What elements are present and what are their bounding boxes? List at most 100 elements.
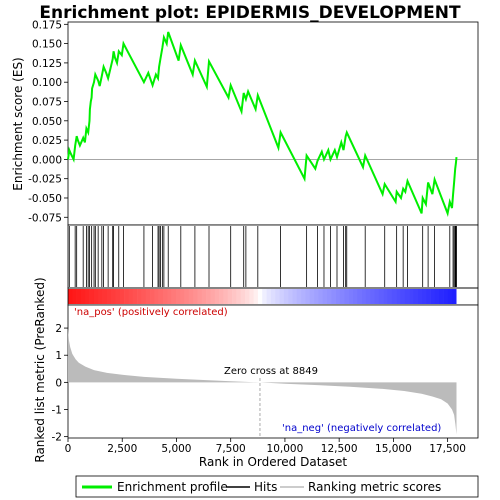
es-y-axis-label: Enrichment score (ES) xyxy=(11,57,25,190)
ranking-color-bar xyxy=(68,289,478,304)
color-bar-segment xyxy=(102,289,108,304)
x-tick-label: 15,000 xyxy=(375,443,412,455)
legend: Enrichment profile Hits Ranking metric s… xyxy=(75,475,479,498)
color-bar-segment xyxy=(141,289,147,304)
hits-panel-frame xyxy=(67,224,479,289)
color-bar-segment xyxy=(76,289,82,304)
es-y-tick-label: 0.150 xyxy=(32,39,62,51)
color-bar-segment xyxy=(214,289,220,304)
color-bar-segment xyxy=(426,289,431,304)
color-bar-segment xyxy=(374,289,380,304)
color-bar-segment xyxy=(370,289,375,304)
color-bar-segment xyxy=(430,289,436,304)
color-bar-segment xyxy=(257,289,263,304)
legend-entry-enrichment: Enrichment profile xyxy=(117,480,228,494)
metric-y-tick-label: -2 xyxy=(52,432,62,444)
color-bar-segment xyxy=(270,289,276,304)
color-bar-segment xyxy=(85,289,90,304)
color-bar-segment xyxy=(197,289,203,304)
color-bar-segment xyxy=(421,289,427,304)
color-bar-segment xyxy=(314,289,319,304)
color-bar-segment xyxy=(348,289,354,304)
color-bar-segment xyxy=(158,289,164,304)
color-bar-segment xyxy=(171,289,177,304)
metric-y-tick-label: -1 xyxy=(52,405,62,417)
chart-title: Enrichment plot: EPIDERMIS_DEVELOPMENT xyxy=(39,3,461,23)
color-bar-segment xyxy=(309,289,315,304)
es-y-tick-label: 0.175 xyxy=(32,19,62,31)
color-bar-segment xyxy=(283,289,289,304)
color-bar-segment xyxy=(396,289,401,304)
es-y-tick-label: 0.050 xyxy=(32,116,62,128)
neg-correlated-label: 'na_neg' (negatively correlated) xyxy=(282,423,441,434)
color-bar-segment xyxy=(68,289,73,304)
color-bar-segment xyxy=(327,289,332,304)
color-bar-segment xyxy=(128,289,134,304)
hit-lines xyxy=(68,226,457,287)
metric-y-tick-label: 0 xyxy=(55,377,62,389)
color-bar-segment xyxy=(219,289,224,304)
color-bar-segment xyxy=(296,289,302,304)
color-bar-segment xyxy=(443,289,449,304)
color-bar-segment xyxy=(106,289,112,304)
color-bar-segment xyxy=(137,289,142,304)
color-bar-segment xyxy=(262,289,267,304)
metric-y-axis-label: Ranked list metric (PreRanked) xyxy=(33,277,47,462)
color-bar-segment xyxy=(227,289,233,304)
x-axis-label: Rank in Ordered Dataset xyxy=(199,455,347,469)
color-bar-segment xyxy=(365,289,371,304)
enrichment-profile-line xyxy=(67,31,458,218)
color-bar-segment xyxy=(387,289,393,304)
color-bar-segment xyxy=(439,289,444,304)
color-bar-segment xyxy=(305,289,311,304)
pos-correlated-label: 'na_pos' (positively correlated) xyxy=(74,307,228,318)
hits-panel xyxy=(67,224,479,289)
color-bar-segment xyxy=(447,289,453,304)
color-bar-segment xyxy=(236,289,241,304)
color-bar-segment xyxy=(175,289,181,304)
color-bar-segment xyxy=(322,289,328,304)
color-bar-segment xyxy=(89,289,95,304)
color-bar-segment xyxy=(417,289,423,304)
x-tick-label: 10,000 xyxy=(267,443,304,455)
color-bar-segment xyxy=(339,289,345,304)
color-bar-segment xyxy=(452,289,457,304)
color-bar-segment xyxy=(331,289,336,304)
color-bar-segment xyxy=(132,289,138,304)
x-tick-label: 17,500 xyxy=(429,443,466,455)
color-bar-segment xyxy=(80,289,86,304)
color-bar-padding xyxy=(456,289,478,304)
es-y-tick-label: 0.100 xyxy=(32,77,62,89)
color-bar-segment xyxy=(145,289,151,304)
x-tick-label: 0 xyxy=(65,443,72,455)
es-y-tick-label: -0.075 xyxy=(28,212,62,224)
es-y-ticks: -0.075 -0.050 -0.025 0.000 0.025 0.050 0.075 0.… xyxy=(28,19,68,224)
color-bar-segment xyxy=(210,289,216,304)
color-bar-segment xyxy=(413,289,418,304)
color-bar-segment xyxy=(400,289,406,304)
color-bar-segment xyxy=(378,289,384,304)
color-bar-segment xyxy=(201,289,207,304)
color-bar-segment xyxy=(223,289,229,304)
color-bar-segment xyxy=(93,289,99,304)
zero-cross-label: Zero cross at 8849 xyxy=(224,366,318,377)
color-bar-segment xyxy=(115,289,121,304)
color-bar-segment xyxy=(301,289,306,304)
color-bar-segment xyxy=(206,289,211,304)
color-bar-segment xyxy=(404,289,410,304)
color-bar-segment xyxy=(180,289,185,304)
color-bar-segment xyxy=(184,289,190,304)
color-bar-segment xyxy=(249,289,254,304)
legend-entry-metric: Ranking metric scores xyxy=(308,480,441,494)
color-bar-segment xyxy=(409,289,414,304)
es-y-tick-label: 0.025 xyxy=(32,135,62,147)
es-panel-frame xyxy=(67,21,479,226)
color-bar-segment xyxy=(266,289,272,304)
es-y-tick-label: 0.125 xyxy=(32,58,62,70)
color-bar-segment xyxy=(344,289,349,304)
color-bar-segment xyxy=(279,289,285,304)
color-bar-segment xyxy=(275,289,280,304)
x-tick-label: 7,500 xyxy=(216,443,246,455)
x-axis-ticks: 0 2,500 5,000 7,500 10,000 12,500 15,000 17,500 xyxy=(65,438,466,455)
